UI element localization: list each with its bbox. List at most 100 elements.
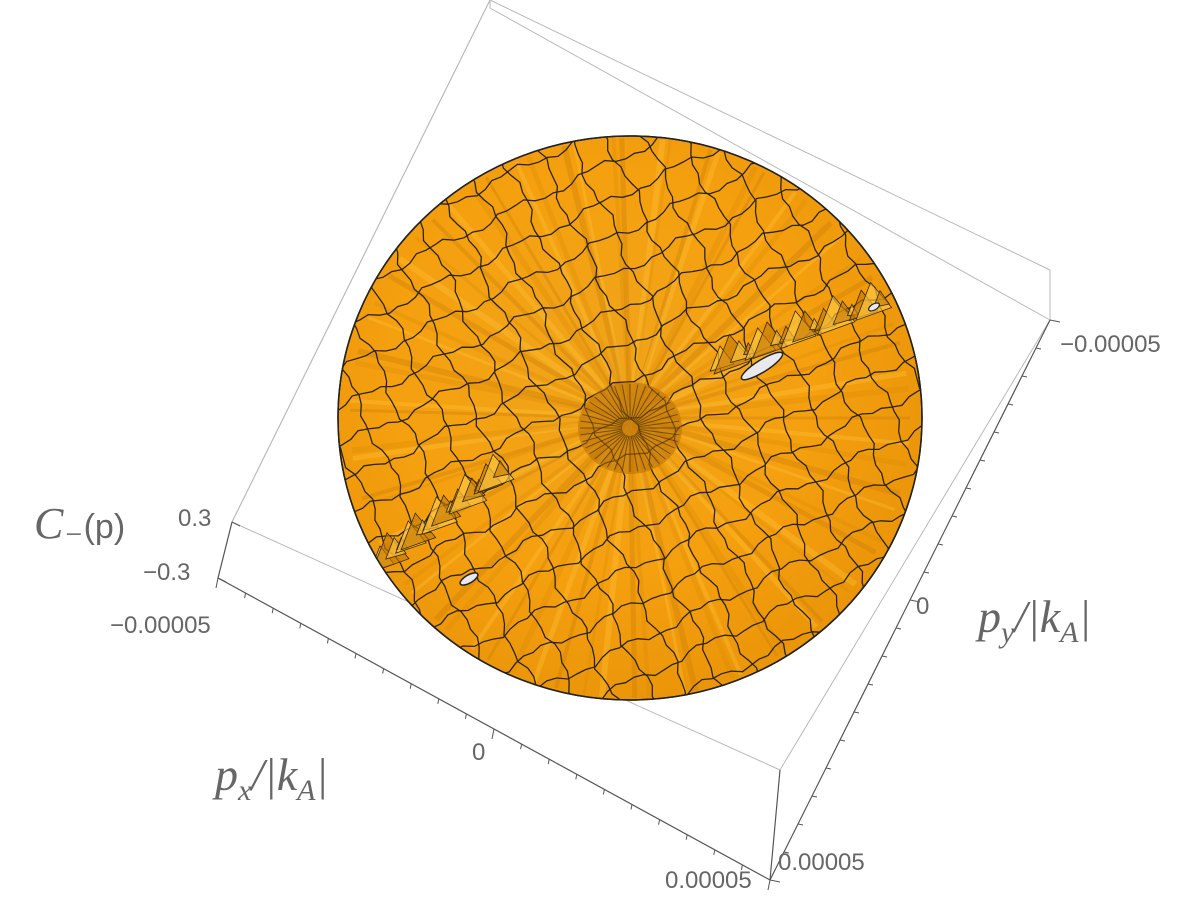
surface-shade-streak	[446, 203, 632, 420]
axis-tick-mark	[409, 683, 412, 689]
surface-center-line	[637, 420, 680, 428]
axis-tick-mark	[979, 459, 986, 462]
mesh-line	[338, 136, 782, 309]
axis-tick-mark	[1007, 403, 1014, 406]
z-tick-min: −0.3	[143, 559, 190, 586]
axis-tick-mark	[993, 431, 1000, 434]
box-edge-back-top-2	[489, 7, 1051, 321]
surface-shade-streak	[572, 143, 632, 419]
x-tick-max: 0.00005	[665, 867, 752, 894]
box-edge-front-left	[217, 521, 233, 579]
axis-tick-mark	[491, 728, 495, 740]
surface-shade-streak	[628, 257, 862, 420]
surface-shade-streak	[387, 273, 632, 421]
mesh-line	[591, 136, 851, 645]
mesh-line	[557, 136, 820, 661]
axis-tick-mark	[951, 515, 958, 518]
surface-center-line	[580, 420, 623, 428]
surface-center-line	[630, 435, 639, 472]
surface-center-line	[633, 434, 654, 468]
surface-center-line	[589, 432, 624, 455]
surface-ridge-facet	[729, 340, 752, 364]
surface	[337, 135, 923, 701]
axis-tick-mark	[767, 879, 771, 891]
axis-tick-mark	[244, 593, 247, 599]
surface-center-line	[636, 401, 671, 424]
axis-tick-mark	[867, 683, 874, 686]
mesh-line	[421, 409, 922, 678]
x-tick-zero: 0	[472, 739, 485, 766]
axis-tick-mark	[937, 543, 944, 546]
surface-center-line	[636, 432, 671, 455]
mesh-line	[338, 192, 855, 462]
axis-tick-mark	[769, 879, 781, 883]
axis-tick-mark	[853, 711, 860, 714]
mesh-line	[405, 374, 922, 644]
surface-shade-streak	[628, 198, 809, 420]
surface-ridge-facet	[492, 459, 510, 479]
surface-shade-streak	[627, 139, 666, 419]
axis-tick-mark	[1021, 375, 1028, 378]
surface-center-line	[637, 428, 680, 436]
x-axis-label: px/|kA|	[212, 749, 328, 807]
axis-tick-mark	[740, 864, 743, 870]
axis-tick-mark	[520, 744, 523, 750]
surface-center-line	[582, 429, 623, 443]
axis-tick-mark	[797, 823, 804, 826]
surface-center-line	[600, 392, 626, 422]
surface-shade-streak	[414, 236, 631, 420]
axis-tick-mark	[547, 759, 550, 765]
axis-tick-mark	[923, 571, 930, 574]
axis-tick-mark	[299, 623, 302, 629]
axis-tick-mark	[909, 599, 921, 603]
mesh-line	[625, 136, 886, 628]
axis-tick-mark	[326, 638, 329, 644]
mesh-line	[338, 226, 871, 494]
surface-shade-streak	[628, 190, 798, 420]
surface-center-line	[606, 434, 627, 468]
surface-center-line	[636, 407, 675, 425]
axis-tick-mark	[685, 834, 688, 840]
axis-tick-mark	[1049, 319, 1061, 323]
axis-tick-mark	[602, 789, 605, 795]
surface-shade-streak	[619, 138, 633, 419]
z-tick-max: 0.3	[178, 505, 211, 532]
tick-labels: −0.00005 0 0.00005 −0.00005 0 0.00005 0.…	[110, 331, 1161, 894]
surface-center-line	[594, 433, 625, 460]
axis-tick-mark	[881, 655, 888, 658]
mesh-line	[338, 136, 826, 396]
surface-center-line	[600, 434, 626, 464]
surface-center-line	[634, 392, 660, 422]
x-tick-min: −0.00005	[110, 612, 211, 639]
surface-center-line	[606, 388, 627, 422]
surface-shade-streak	[628, 140, 672, 419]
surface-center-line	[632, 435, 646, 471]
surface-center-line	[614, 435, 628, 471]
axis-tick-mark	[382, 668, 385, 674]
surface-center-line	[634, 434, 660, 464]
y-tick-min: −0.00005	[1060, 331, 1161, 358]
mesh-line	[409, 191, 669, 700]
surface-shade-streak	[627, 220, 833, 421]
axis-tick-mark	[895, 627, 902, 630]
surface-center-line	[632, 385, 646, 421]
surface-center-line	[585, 407, 624, 425]
axis-tick-mark	[783, 851, 790, 854]
surface-center-line	[630, 384, 639, 421]
mesh-line	[478, 527, 922, 700]
z-axis-label: C−(p)	[34, 499, 125, 551]
box-edge-back-top	[489, 0, 1051, 271]
surface-gap	[459, 572, 479, 586]
surface-shade-streak	[611, 138, 632, 419]
axis-tick-mark	[217, 577, 227, 583]
mesh-line	[389, 342, 922, 610]
surface-shade-streak	[629, 234, 844, 420]
surface-shade-streak	[627, 166, 758, 420]
y-tick-max: 0.00005	[778, 849, 865, 876]
surface-shade-streak	[627, 151, 721, 419]
surface-center-line	[635, 396, 666, 423]
surface-center-line	[582, 413, 623, 427]
surface-shade-streak	[485, 176, 632, 419]
surface-center-line	[580, 428, 623, 436]
box-edge-front-corner	[769, 769, 781, 881]
